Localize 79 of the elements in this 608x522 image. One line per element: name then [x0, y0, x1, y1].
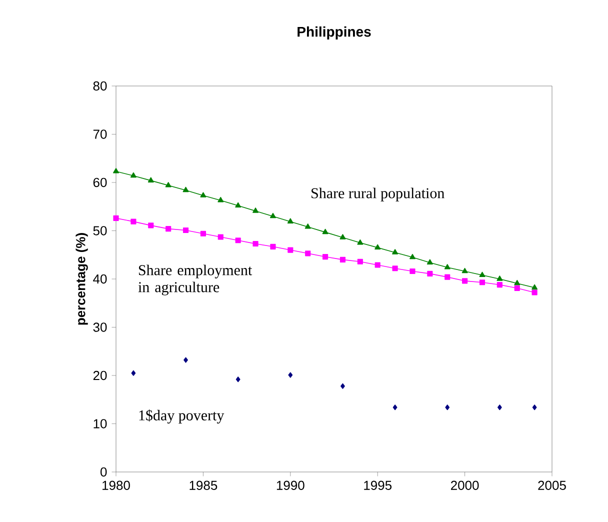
y-tick-label: 30 — [93, 322, 107, 332]
x-tick-label: 1990 — [276, 480, 304, 490]
point — [340, 383, 345, 389]
point — [113, 215, 119, 221]
point — [200, 230, 206, 236]
point — [374, 262, 380, 268]
x-tick-label: 2000 — [451, 480, 479, 490]
y-tick-label: 40 — [93, 274, 107, 284]
point — [236, 376, 240, 382]
point — [444, 274, 450, 280]
point — [218, 234, 224, 240]
y-tick-label: 0 — [100, 467, 107, 477]
point — [496, 282, 502, 288]
y-axis-title: percentage (%) — [76, 233, 88, 325]
point — [287, 218, 294, 224]
point — [288, 247, 294, 253]
point — [340, 234, 346, 240]
point — [532, 404, 537, 410]
point — [532, 284, 538, 290]
x-tick-label: 1985 — [190, 480, 218, 490]
point — [340, 256, 346, 262]
point — [392, 404, 398, 410]
text: 1$day poverty — [139, 409, 224, 424]
point — [165, 182, 172, 188]
point — [218, 196, 224, 202]
x-tick-label: 1995 — [364, 480, 392, 490]
point — [426, 259, 433, 264]
point — [131, 370, 136, 376]
point — [462, 268, 468, 274]
point — [182, 186, 189, 192]
point — [427, 270, 433, 276]
series-label: Share employment in agriculture — [138, 264, 252, 296]
point — [235, 202, 242, 208]
point — [392, 266, 398, 272]
point — [496, 276, 503, 281]
point — [357, 239, 364, 245]
point — [288, 372, 293, 378]
point — [410, 254, 416, 260]
point — [532, 290, 538, 296]
point — [392, 249, 398, 254]
y-tick-label: 20 — [93, 370, 107, 380]
y-tick-label: 70 — [93, 130, 107, 139]
point — [148, 177, 154, 182]
series-label: Share rural population — [312, 188, 444, 202]
point — [270, 244, 276, 250]
point — [130, 218, 136, 224]
x-tick-label: 1980 — [102, 480, 130, 490]
point — [200, 192, 206, 198]
point — [514, 280, 520, 286]
point — [497, 404, 502, 410]
y-tick-label: 60 — [93, 178, 107, 188]
point — [479, 280, 486, 286]
point — [322, 228, 328, 234]
point — [304, 223, 311, 229]
point — [252, 208, 259, 213]
point — [410, 268, 416, 274]
point — [445, 404, 450, 410]
point — [113, 168, 119, 174]
point — [252, 240, 258, 247]
point — [374, 244, 381, 250]
point — [305, 250, 311, 256]
point — [182, 227, 189, 234]
point — [444, 264, 450, 270]
point — [514, 285, 520, 291]
point — [235, 238, 241, 244]
point — [270, 212, 276, 218]
point — [130, 172, 136, 178]
point — [184, 357, 188, 363]
y-tick-label: 10 — [94, 419, 107, 428]
point — [462, 278, 468, 284]
chart-title: Philippines — [298, 26, 371, 40]
y-tick-label: 50 — [93, 226, 107, 236]
point — [479, 272, 486, 278]
point — [148, 222, 154, 228]
y-tick-label: 80 — [93, 81, 107, 91]
point — [357, 258, 363, 264]
point — [322, 254, 328, 260]
x-tick-label: 2005 — [538, 480, 566, 490]
point — [166, 226, 172, 232]
